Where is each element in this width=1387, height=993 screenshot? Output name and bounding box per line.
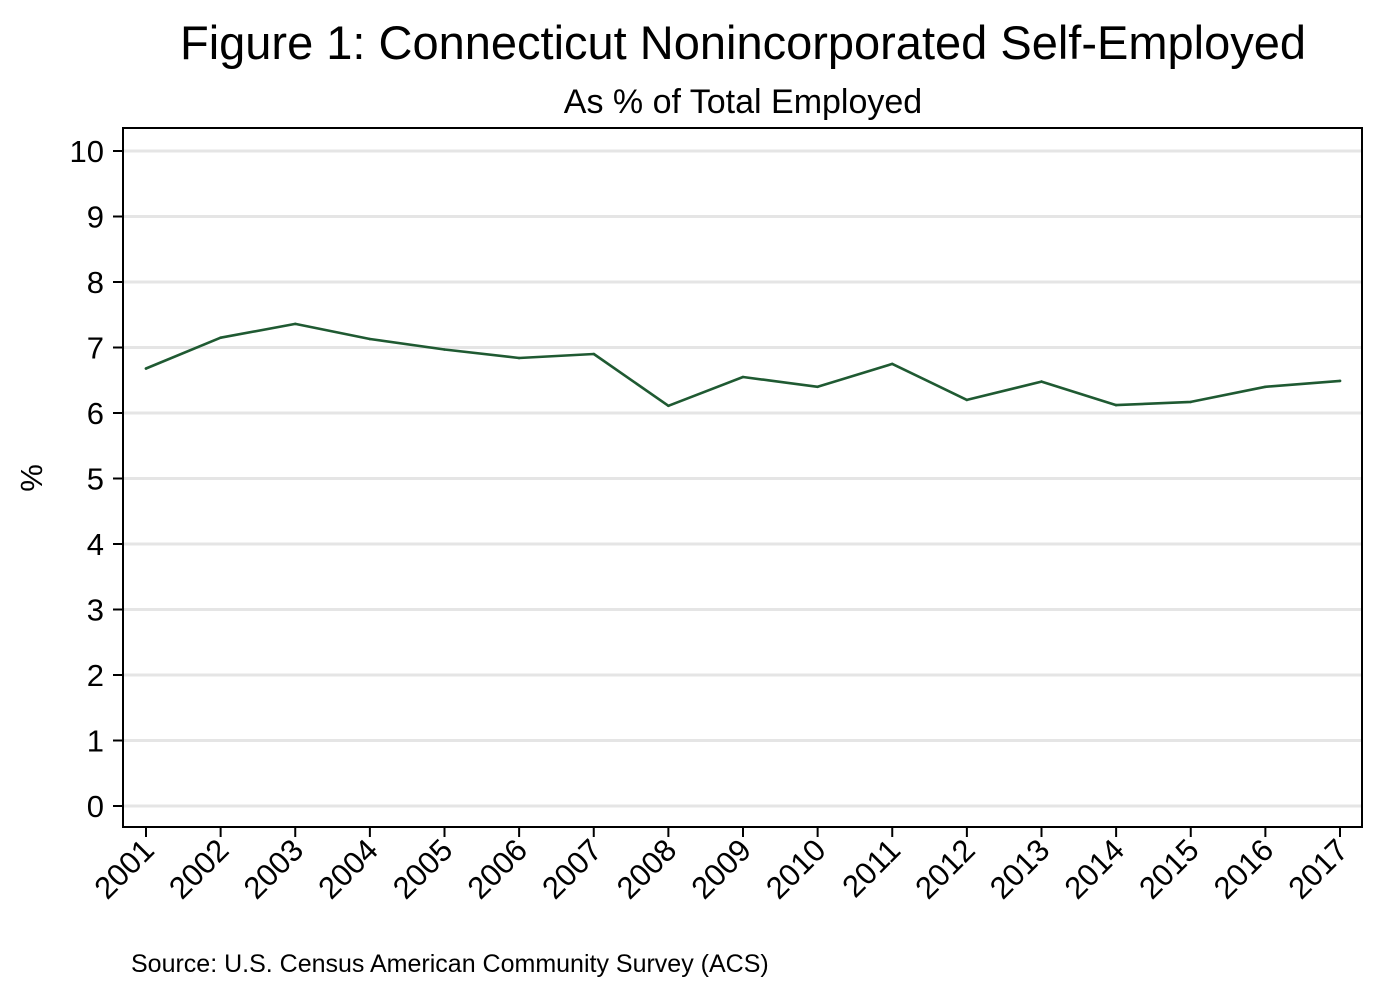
- x-tick-label: 2012: [908, 832, 982, 906]
- data-point-2010: [816, 385, 819, 389]
- y-tick-label: 9: [87, 200, 104, 235]
- data-point-2004: [368, 337, 372, 341]
- x-tick-label: 2014: [1058, 832, 1132, 906]
- x-tick-label: 2001: [87, 832, 161, 906]
- gridlines: [123, 149, 1362, 808]
- x-tick-label: 2006: [461, 832, 535, 906]
- data-point-2002: [219, 336, 222, 340]
- x-tick-label: 2011: [835, 832, 907, 904]
- data-point-2016: [1264, 385, 1267, 389]
- series-line-0: [144, 322, 1342, 408]
- x-tick-label: 2015: [1132, 832, 1206, 906]
- y-axis: 0 1 2 3 4 5 6 7 8 9 10: [70, 134, 123, 824]
- x-tick-label: 2002: [162, 832, 236, 906]
- data-point-2007: [592, 352, 596, 356]
- x-tick-label: 2007: [535, 832, 609, 906]
- series-layer: [144, 322, 1342, 408]
- y-tick-label: 4: [87, 527, 104, 562]
- data-point-2009: [741, 375, 745, 379]
- data-point-2006: [517, 356, 521, 360]
- y-axis-title: %: [14, 464, 49, 492]
- data-point-2017: [1338, 379, 1342, 383]
- data-point-2011: [891, 362, 894, 366]
- y-tick-label: 2: [87, 658, 104, 693]
- y-tick-label: 10: [70, 134, 104, 169]
- data-point-2015: [1189, 400, 1193, 404]
- y-tick-label: 3: [87, 593, 104, 628]
- data-point-2005: [443, 348, 446, 351]
- data-point-2008: [667, 404, 670, 408]
- y-tick-label: 8: [87, 265, 104, 300]
- y-tick-label: 6: [87, 396, 104, 431]
- y-tick-label: 0: [87, 789, 104, 824]
- y-tick-label: 5: [87, 462, 104, 497]
- x-tick-label: 2005: [386, 832, 460, 906]
- y-tick-label: 1: [87, 724, 104, 759]
- x-tick-label: 2010: [759, 832, 833, 906]
- data-point-2012: [965, 398, 969, 402]
- data-point-2003: [294, 322, 297, 326]
- chart-subtitle: As % of Total Employed: [564, 83, 922, 121]
- chart-title: Figure 1: Connecticut Nonincorporated Se…: [180, 16, 1306, 69]
- y-tick-label: 7: [87, 331, 104, 366]
- x-tick-label: 2008: [610, 832, 684, 906]
- data-point-2013: [1040, 380, 1043, 383]
- data-point-2001: [144, 367, 148, 370]
- x-tick-label: 2004: [311, 832, 385, 906]
- x-tick-label: 2003: [237, 832, 311, 906]
- x-tick-label: 2017: [1281, 832, 1355, 906]
- x-tick-label: 2013: [983, 832, 1057, 906]
- data-point-2014: [1114, 403, 1118, 407]
- x-tick-label: 2016: [1207, 832, 1281, 906]
- source-note: Source: U.S. Census American Community S…: [131, 950, 769, 978]
- x-tick-label: 2009: [684, 832, 758, 906]
- x-axis: 2001 2002 2003 2004 2005 2006 2007 2008 2009 2010…: [87, 827, 1355, 906]
